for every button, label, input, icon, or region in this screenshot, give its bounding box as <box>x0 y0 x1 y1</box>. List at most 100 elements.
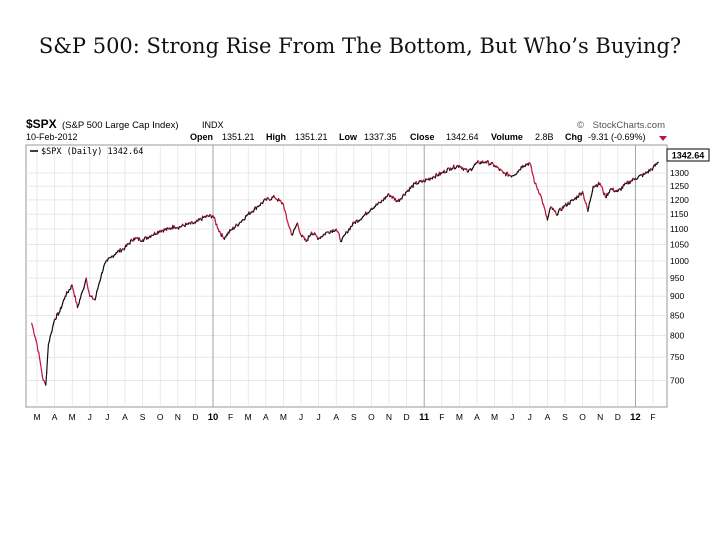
high-value: 1351.21 <box>295 132 328 142</box>
x-tick-label: M <box>280 412 287 422</box>
chg-value: -9.31 (-0.69%) <box>588 132 646 142</box>
price-segment <box>214 220 217 226</box>
price-segment <box>216 223 219 229</box>
price-segment <box>83 284 86 290</box>
x-tick-label: J <box>88 412 92 422</box>
x-tick-label: A <box>122 412 128 422</box>
price-segment <box>85 277 88 285</box>
slide-title: S&P 500: Strong Rise From The Bottom, Bu… <box>38 34 682 58</box>
price-segment <box>585 203 588 209</box>
x-tick-label: N <box>386 412 392 422</box>
x-tick-label: A <box>545 412 551 422</box>
price-segment <box>544 209 547 216</box>
y-tick-label: 1100 <box>670 224 689 234</box>
x-tick-label: O <box>368 412 375 422</box>
price-segment <box>53 318 56 324</box>
x-tick-label: N <box>597 412 603 422</box>
x-tick-label: M <box>245 412 252 422</box>
price-segment <box>282 203 285 211</box>
x-axis-ticks: M A M J J A S O N D 10 F M A M J J A S O N D 11 F M A M J J A S O N D 12 F <box>33 412 655 423</box>
x-tick-label: 10 <box>208 412 219 423</box>
x-tick-label: J <box>316 412 320 422</box>
x-tick-label: D <box>615 412 621 422</box>
exchange-label: INDX <box>202 120 224 130</box>
price-segment <box>73 291 76 297</box>
price-segment <box>338 233 341 240</box>
brand-label: StockCharts.com <box>593 120 665 131</box>
price-segment <box>541 198 544 205</box>
x-tick-label: S <box>140 412 146 422</box>
date-label: 10-Feb-2012 <box>26 132 78 142</box>
y-tick-label: 850 <box>670 310 684 320</box>
x-tick-label: J <box>105 412 109 422</box>
price-segment <box>39 363 43 371</box>
price-segment <box>36 343 39 352</box>
low-label: Low <box>339 132 358 142</box>
x-tick-label: M <box>491 412 498 422</box>
x-tick-label: A <box>333 412 339 422</box>
x-tick-label: O <box>579 412 586 422</box>
x-tick-label: J <box>528 412 532 422</box>
price-segment <box>307 235 310 241</box>
price-segment <box>102 265 105 271</box>
volume-label: Volume <box>491 132 523 142</box>
symbol-name: (S&P 500 Large Cap Index) <box>62 120 179 131</box>
close-label: Close <box>410 132 435 142</box>
price-segment <box>39 357 42 365</box>
low-value: 1337.35 <box>364 132 397 142</box>
x-tick-label: M <box>33 412 40 422</box>
price-segment <box>38 351 41 360</box>
price-segment <box>45 371 48 386</box>
open-label: Open <box>190 132 213 142</box>
x-tick-label: F <box>650 412 655 422</box>
price-segment <box>46 343 50 358</box>
price-segment <box>71 284 74 290</box>
y-tick-label: 950 <box>670 273 684 283</box>
close-value: 1342.64 <box>446 132 479 142</box>
x-tick-label: F <box>228 412 233 422</box>
x-tick-label: S <box>351 412 357 422</box>
x-tick-label: J <box>299 412 303 422</box>
price-segment <box>95 290 98 298</box>
price-segment <box>70 284 73 290</box>
last-price-value: 1342.64 <box>672 151 705 161</box>
x-tick-label: D <box>404 412 410 422</box>
price-segment <box>94 295 97 301</box>
price-segment <box>88 291 91 297</box>
symbol-label: $SPX <box>26 117 57 131</box>
y-tick-label: 1150 <box>670 209 689 219</box>
x-tick-label: N <box>175 412 181 422</box>
y-tick-label: 1250 <box>670 181 689 191</box>
price-segment <box>290 229 293 236</box>
price-segment <box>453 164 456 170</box>
price-series <box>31 160 659 386</box>
open-value: 1351.21 <box>222 132 255 142</box>
price-segment <box>129 239 132 245</box>
x-tick-label: F <box>439 412 444 422</box>
chg-label: Chg <box>565 132 583 142</box>
price-segment <box>79 293 82 299</box>
price-segment <box>547 211 550 217</box>
grid-lines <box>26 145 667 407</box>
y-tick-label: 1000 <box>670 256 689 266</box>
x-tick-label: A <box>263 412 269 422</box>
y-tick-label: 750 <box>670 352 684 362</box>
legend-label: $SPX (Daily) 1342.64 <box>41 147 143 157</box>
x-tick-label: A <box>52 412 58 422</box>
price-segment <box>78 299 81 305</box>
y-tick-label: 700 <box>670 375 684 385</box>
x-tick-label: D <box>192 412 198 422</box>
price-segment <box>51 325 54 332</box>
y-axis-ticks: 700 750 800 850 900 950 1000 1050 1100 1150 1200 12… <box>670 168 689 385</box>
x-tick-label: O <box>157 412 164 422</box>
price-segment <box>86 283 89 290</box>
x-tick-label: 12 <box>630 412 641 423</box>
price-segment <box>48 335 51 343</box>
down-arrow-icon <box>659 136 667 141</box>
x-tick-label: A <box>474 412 480 422</box>
price-segment <box>74 295 77 303</box>
price-segment <box>601 187 604 193</box>
price-segment <box>591 185 594 192</box>
price-segment <box>412 182 415 189</box>
